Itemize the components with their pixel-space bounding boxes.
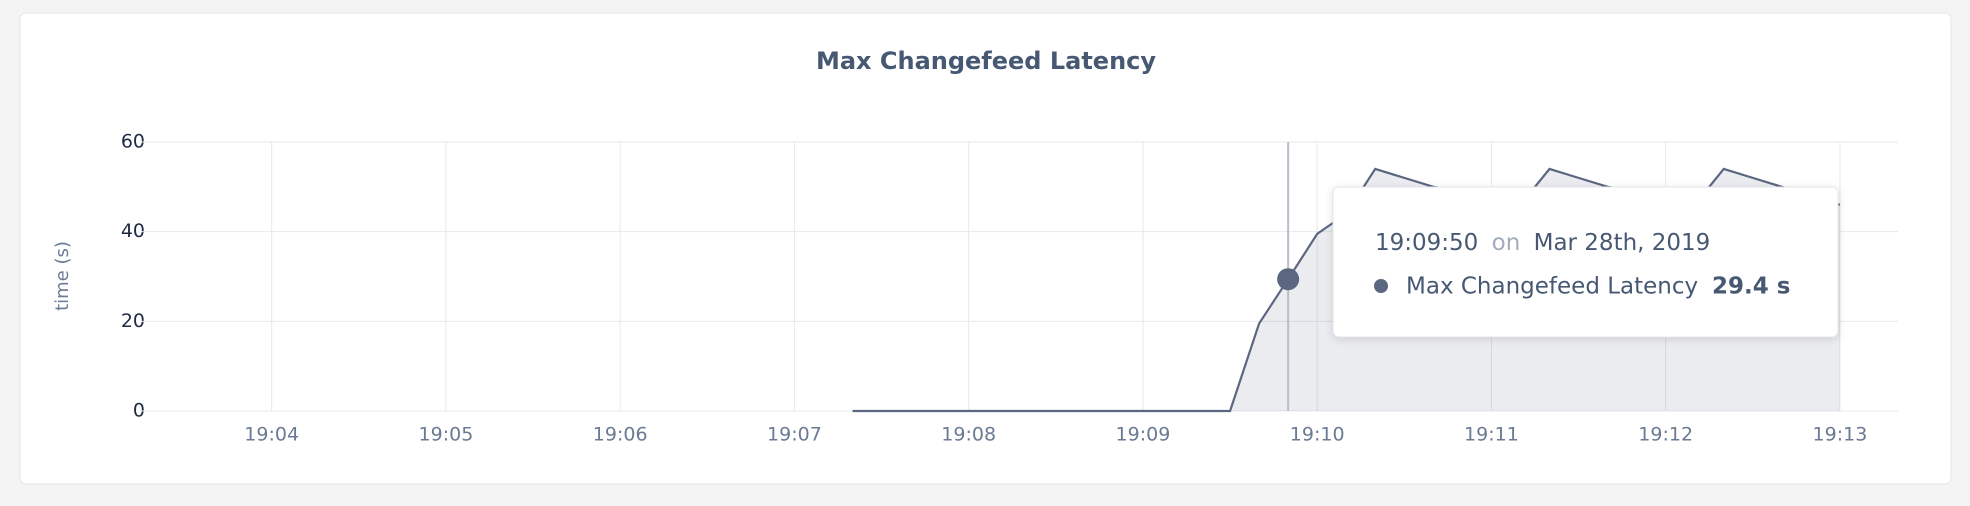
card [19, 12, 1952, 485]
x-tick-label: 19:05 [419, 424, 474, 446]
y-tick-label: 20 [121, 310, 145, 332]
x-tick-label: 19:06 [593, 424, 648, 446]
tooltip-dot [1374, 279, 1388, 293]
tooltip-value: 29.4 s [1712, 274, 1790, 300]
hover-point [1277, 268, 1300, 291]
y-axis-label: time (s) [52, 241, 73, 311]
tooltip: 19:09:50 on Mar 28th, 2019 Max Changefee… [1332, 186, 1839, 338]
tooltip-box [1332, 186, 1839, 338]
x-tick-label: 19:12 [1638, 424, 1693, 446]
y-tick-label: 60 [121, 131, 145, 153]
tooltip-time: 19:09:50 [1375, 230, 1478, 256]
x-tick-label: 19:08 [941, 424, 996, 446]
y-tick-label: 40 [121, 220, 145, 242]
x-tick-label: 19:07 [767, 424, 822, 446]
chart-title: Max Changefeed Latency [816, 47, 1156, 75]
y-tick-label: 0 [133, 400, 145, 422]
x-tick-label: 19:13 [1813, 424, 1868, 446]
x-tick-label: 19:04 [244, 424, 299, 446]
x-tick-label: 19:11 [1464, 424, 1519, 446]
tooltip-on: on [1492, 230, 1521, 256]
x-tick-label: 19:10 [1290, 424, 1345, 446]
tooltip-date: Mar 28th, 2019 [1534, 230, 1711, 256]
tooltip-series-name: Max Changefeed Latency [1406, 274, 1698, 300]
tooltip-header: 19:09:50 on Mar 28th, 2019 [1375, 230, 1710, 256]
x-tick-label: 19:09 [1116, 424, 1171, 446]
